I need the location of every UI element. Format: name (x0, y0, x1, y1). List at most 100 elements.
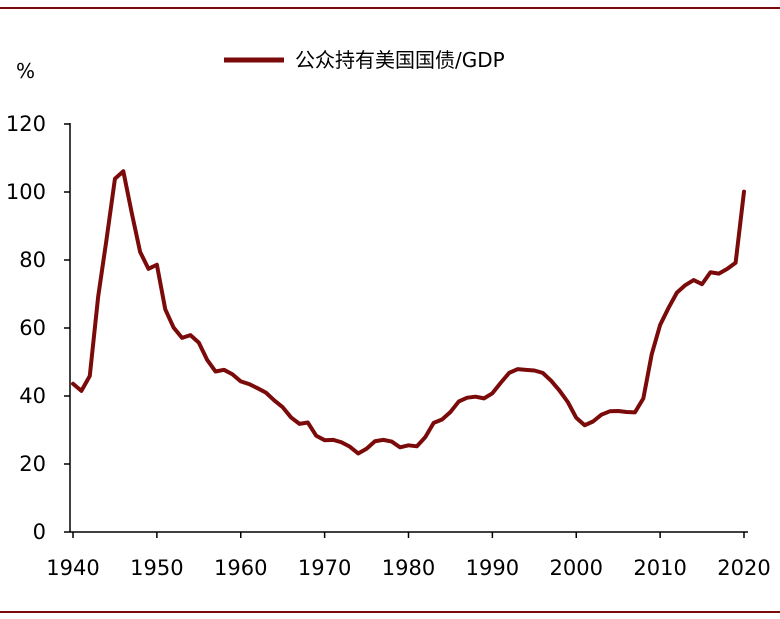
data-point (641, 396, 645, 400)
data-point (289, 415, 293, 419)
y-tick-label: 0 (33, 520, 46, 544)
series-line-0 (71, 169, 746, 456)
data-point (516, 367, 520, 371)
data-point (96, 295, 100, 299)
x-tick-label: 1970 (298, 556, 351, 580)
data-point (423, 435, 427, 439)
y-unit-label: % (16, 59, 35, 83)
data-point (172, 326, 176, 330)
data-point (323, 438, 327, 442)
data-point (130, 211, 134, 215)
data-point (256, 386, 260, 390)
data-point (314, 434, 318, 438)
x-tick-label: 1940 (46, 556, 99, 580)
y-tick-label: 40 (19, 384, 46, 408)
data-point (264, 391, 268, 395)
data-point (398, 445, 402, 449)
data-point (440, 417, 444, 421)
data-point (381, 438, 385, 442)
data-point (448, 410, 452, 414)
data-point (734, 261, 738, 265)
data-point (507, 371, 511, 375)
legend: 公众持有美国国债/GDP (224, 48, 505, 72)
data-point (474, 395, 478, 399)
data-point (675, 291, 679, 295)
x-tick-label: 1990 (466, 556, 519, 580)
data-point (407, 443, 411, 447)
data-point (658, 323, 662, 327)
data-point (331, 438, 335, 442)
data-point (155, 263, 159, 267)
data-point (88, 374, 92, 378)
x-tick-label: 1950 (130, 556, 183, 580)
data-point (365, 447, 369, 451)
data-point (297, 422, 301, 426)
data-point (390, 440, 394, 444)
data-point (482, 396, 486, 400)
data-point (222, 368, 226, 372)
data-point (608, 409, 612, 413)
data-point (725, 267, 729, 271)
data-point (566, 400, 570, 404)
data-point (490, 391, 494, 395)
data-point (532, 369, 536, 373)
data-point (138, 250, 142, 254)
x-tick-label: 2000 (550, 556, 603, 580)
data-point (205, 358, 209, 362)
data-point (700, 282, 704, 286)
data-point (356, 451, 360, 455)
data-point (71, 382, 75, 386)
data-point (306, 421, 310, 425)
data-point (188, 333, 192, 337)
x-tick-label: 1960 (214, 556, 267, 580)
data-point (599, 413, 603, 417)
data-point (524, 368, 528, 372)
y-tick-label: 100 (6, 180, 46, 204)
data-point (180, 336, 184, 340)
series-layer (71, 169, 746, 456)
data-point (121, 169, 125, 173)
data-point (415, 444, 419, 448)
data-point (667, 306, 671, 310)
data-point (742, 190, 746, 194)
y-ticks: 0 20 40 60 80 100 120 (6, 112, 70, 544)
y-tick-label: 60 (19, 316, 46, 340)
data-point (105, 237, 109, 241)
data-point (650, 352, 654, 356)
data-point (272, 398, 276, 402)
data-point (230, 372, 234, 376)
data-point (348, 445, 352, 449)
data-point (113, 177, 117, 181)
data-point (692, 278, 696, 282)
data-point (163, 307, 167, 311)
data-point (557, 389, 561, 393)
x-ticks: 1940 1950 1960 1970 1980 1990 2000 2010 2020 (46, 532, 771, 580)
x-tick-label: 2020 (717, 556, 770, 580)
data-point (373, 439, 377, 443)
data-point (281, 405, 285, 409)
x-tick-label: 2010 (633, 556, 686, 580)
data-point (583, 423, 587, 427)
y-tick-label: 80 (19, 248, 46, 272)
data-point (247, 382, 251, 386)
data-point (541, 371, 545, 375)
y-tick-label: 20 (19, 452, 46, 476)
data-point (197, 341, 201, 345)
data-point (457, 399, 461, 403)
legend-label: 公众持有美国国债/GDP (295, 48, 505, 72)
data-point (616, 409, 620, 413)
data-point (79, 389, 83, 393)
data-point (339, 440, 343, 444)
data-point (708, 270, 712, 274)
data-point (625, 410, 629, 414)
x-tick-label: 1980 (382, 556, 435, 580)
data-point (432, 421, 436, 425)
data-point (465, 396, 469, 400)
data-point (683, 283, 687, 287)
data-point (633, 410, 637, 414)
data-point (239, 379, 243, 383)
data-point (214, 370, 218, 374)
data-point (717, 272, 721, 276)
data-point (574, 416, 578, 420)
